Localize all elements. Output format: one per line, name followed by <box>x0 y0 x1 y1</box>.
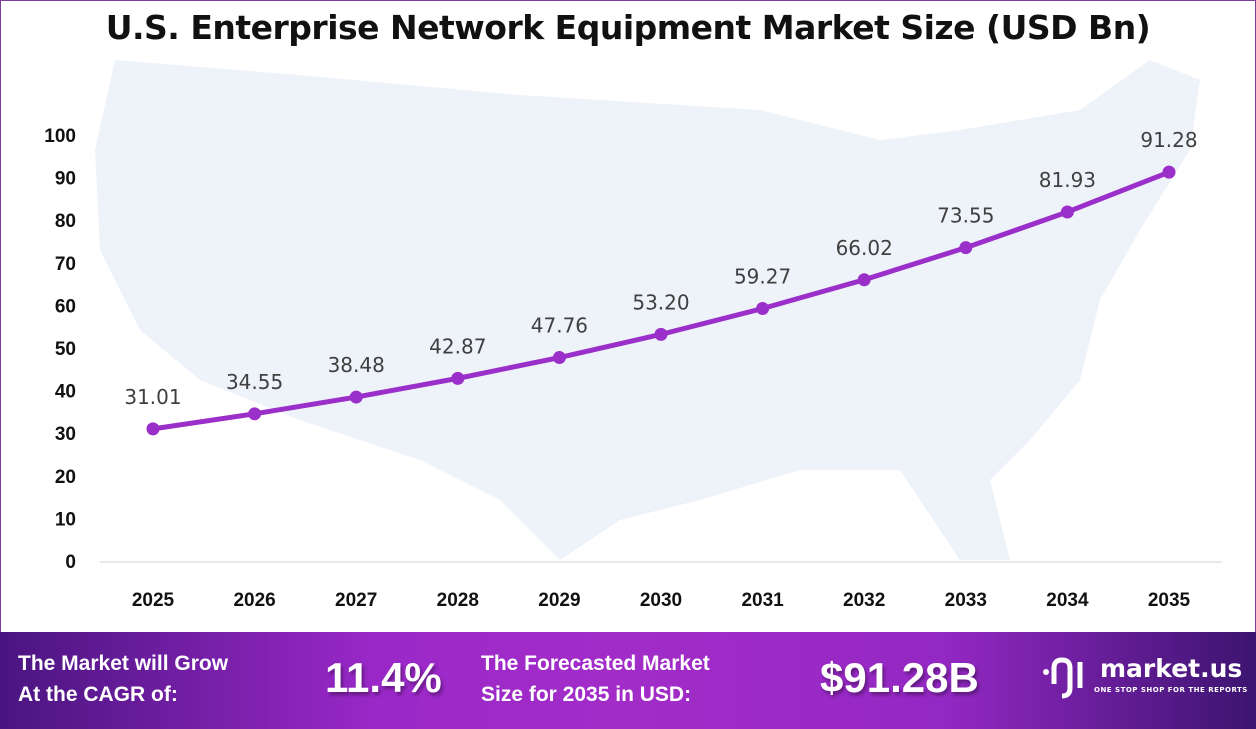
x-tick-label: 2033 <box>945 590 987 611</box>
forecast-label: The Forecasted Market Size for 2035 in U… <box>481 648 710 710</box>
data-point <box>146 422 160 436</box>
y-tick-label: 90 <box>55 169 76 190</box>
data-label: 66.02 <box>836 236 893 260</box>
logo-tagline: ONE STOP SHOP FOR THE REPORTS <box>1094 686 1248 694</box>
x-tick-label: 2025 <box>132 590 175 611</box>
data-label: 42.87 <box>429 334 486 358</box>
data-label: 34.55 <box>226 370 283 394</box>
data-point <box>1162 165 1176 179</box>
cagr-label: The Market will Grow At the CAGR of: <box>18 648 228 710</box>
logo-name: market.us <box>1100 654 1243 683</box>
chart-title: U.S. Enterprise Network Equipment Market… <box>105 8 1151 47</box>
x-tick-label: 2027 <box>335 590 377 611</box>
cagr-value: 11.4% <box>325 654 442 701</box>
logo-icon <box>1043 657 1083 699</box>
data-label: 38.48 <box>328 353 385 377</box>
y-tick-label: 20 <box>55 467 76 488</box>
data-label: 47.76 <box>531 314 588 338</box>
forecast-label-line1: The Forecasted Market <box>481 652 710 675</box>
y-tick-label: 10 <box>55 509 76 530</box>
x-tick-label: 2030 <box>640 590 682 611</box>
data-point <box>349 390 363 404</box>
y-tick-label: 80 <box>55 211 76 232</box>
data-point <box>756 302 770 316</box>
x-tick-label: 2035 <box>1148 590 1191 611</box>
y-tick-label: 30 <box>55 424 76 445</box>
y-tick-label: 100 <box>44 126 76 147</box>
us-map-background <box>95 60 1200 560</box>
data-label: 81.93 <box>1039 168 1096 192</box>
data-point <box>959 241 973 255</box>
x-tick-label: 2028 <box>437 590 479 611</box>
data-label: 31.01 <box>124 385 181 409</box>
data-point <box>451 371 465 385</box>
x-tick-label: 2031 <box>741 590 784 611</box>
data-label: 59.27 <box>734 265 791 289</box>
x-tick-label: 2032 <box>843 590 885 611</box>
data-point <box>248 407 262 421</box>
forecast-value: $91.28B <box>820 654 979 701</box>
data-point <box>654 327 668 341</box>
y-tick-label: 70 <box>55 254 76 275</box>
footer-banner: The Market will Grow At the CAGR of: 11.… <box>0 632 1256 729</box>
data-point <box>857 273 871 287</box>
cagr-label-line1: The Market will Grow <box>18 652 229 675</box>
y-tick-label: 50 <box>55 339 76 360</box>
x-tick-label: 2034 <box>1046 590 1089 611</box>
y-tick-label: 0 <box>65 552 76 573</box>
data-label: 91.28 <box>1140 128 1197 152</box>
data-label: 73.55 <box>937 204 994 228</box>
x-tick-label: 2026 <box>233 590 275 611</box>
data-point <box>1060 205 1074 219</box>
y-tick-label: 40 <box>55 382 76 403</box>
x-tick-label: 2029 <box>538 590 580 611</box>
cagr-label-line2: At the CAGR of: <box>18 683 178 706</box>
data-label: 53.20 <box>632 290 689 314</box>
data-point <box>552 351 566 365</box>
y-tick-label: 60 <box>55 296 76 317</box>
forecast-label-line2: Size for 2035 in USD: <box>481 683 692 706</box>
